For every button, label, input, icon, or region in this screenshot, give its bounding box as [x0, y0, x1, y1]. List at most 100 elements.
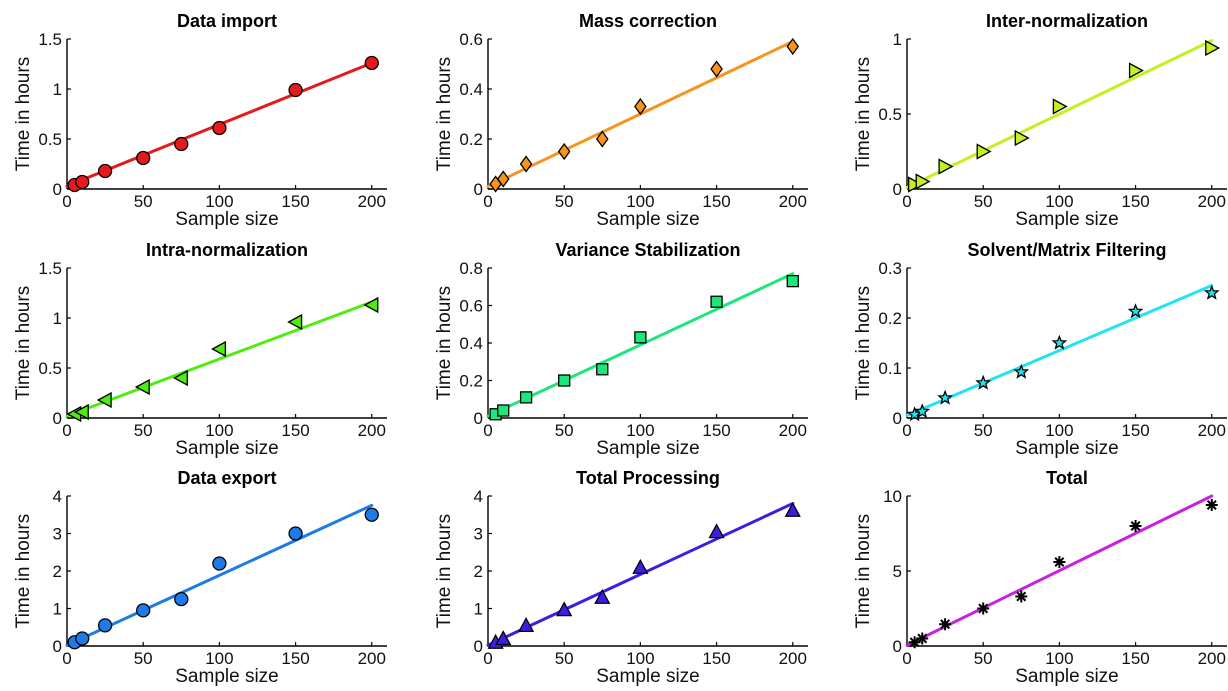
fit-line: [905, 284, 1214, 417]
x-tick-label: 0: [902, 421, 911, 440]
x-tick-label: 150: [702, 421, 730, 440]
x-tick-label: 200: [779, 649, 807, 668]
data-point: [519, 391, 533, 404]
data-point: [634, 97, 647, 116]
y-axis-label: Time in hours: [853, 286, 874, 400]
y-tick-label: 0: [893, 180, 902, 199]
data-point: [174, 136, 189, 152]
data-point: [915, 173, 931, 190]
data-point: [174, 591, 189, 607]
data-point: [708, 523, 725, 539]
fit-line: [65, 300, 374, 418]
chart-title: Intra-normalization: [146, 240, 308, 260]
x-axis-label: Sample size: [596, 438, 700, 459]
x-tick-label: 50: [974, 192, 993, 211]
data-point: [288, 526, 303, 541]
y-tick-label: 0: [893, 409, 902, 428]
data-point: [518, 617, 535, 633]
x-tick-label: 200: [1198, 649, 1226, 668]
subplot-2: Mass correction 0 50 100 150 200 0 0.2 0.4 0.6 Sam…: [434, 11, 808, 230]
x-axis-label: Sample size: [1015, 438, 1119, 459]
data-point: [1127, 303, 1144, 319]
x-axis-label: Sample size: [175, 666, 279, 687]
y-tick-label: 0: [474, 180, 483, 199]
x-tick-label: 100: [205, 192, 233, 211]
x-tick-label: 100: [205, 649, 233, 668]
y-tick-label: 1: [53, 80, 62, 99]
y-axis-label: Time in hours: [434, 514, 455, 628]
chart-title: Variance Stabilization: [555, 240, 740, 260]
subplot-6: Solvent/Matrix Filtering 0 50 100 150 200 0 0.1…: [853, 240, 1227, 459]
y-tick-label: 4: [474, 487, 483, 506]
data-point: [786, 274, 799, 288]
data-point: [975, 374, 992, 390]
x-tick-label: 50: [134, 649, 153, 668]
chart-title: Solvent/Matrix Filtering: [967, 240, 1166, 260]
y-tick-label: 0.6: [459, 297, 483, 316]
x-tick-label: 100: [626, 649, 654, 668]
chart-title: Total: [1046, 468, 1088, 488]
x-tick-label: 100: [205, 421, 233, 440]
data-point: [212, 120, 227, 136]
data-point: [595, 130, 609, 148]
x-tick-label: 0: [62, 421, 71, 440]
y-axis-label: Time in hours: [13, 286, 34, 400]
x-tick-label: 50: [134, 192, 153, 211]
x-tick-label: 0: [902, 649, 911, 668]
fit-line: [65, 503, 374, 647]
y-tick-label: 0.4: [459, 80, 483, 99]
y-tick-label: 0: [474, 637, 483, 656]
data-point: [977, 602, 990, 615]
x-axis-label: Sample size: [596, 666, 700, 687]
data-point: [364, 55, 379, 71]
data-point: [1053, 556, 1066, 568]
data-point: [496, 170, 510, 188]
y-axis-label: Time in hours: [434, 286, 455, 400]
data-point: [134, 378, 150, 396]
data-point: [495, 630, 512, 646]
data-point: [1128, 62, 1144, 79]
data-point: [1013, 363, 1030, 379]
x-tick-label: 0: [62, 649, 71, 668]
y-tick-label: 1: [53, 309, 62, 328]
data-point: [97, 618, 113, 633]
data-point: [97, 163, 113, 179]
y-tick-label: 1.5: [38, 30, 62, 49]
y-axis-label: Time in hours: [853, 57, 874, 171]
data-point: [287, 313, 303, 331]
y-axis-label: Time in hours: [853, 514, 874, 628]
x-tick-label: 0: [902, 192, 911, 211]
x-tick-label: 200: [779, 421, 807, 440]
data-point: [939, 618, 952, 631]
subplot-7: Data export 0 50 100 150 200 0 1 2 3 4 Sample size T…: [13, 468, 387, 687]
data-point: [784, 501, 801, 517]
data-point: [558, 374, 571, 387]
x-tick-label: 100: [626, 421, 654, 440]
y-tick-label: 0.5: [38, 130, 62, 149]
x-tick-label: 50: [974, 421, 993, 440]
data-point: [497, 404, 510, 417]
data-point: [1205, 39, 1221, 57]
x-axis-label: Sample size: [596, 209, 700, 230]
y-tick-label: 0: [474, 409, 483, 428]
y-tick-label: 0: [53, 637, 62, 656]
data-point: [288, 82, 303, 98]
y-axis-label: Time in hours: [13, 514, 34, 628]
x-tick-label: 200: [779, 192, 807, 211]
data-point: [937, 389, 953, 405]
y-tick-label: 0: [53, 409, 62, 428]
data-point: [211, 340, 227, 358]
data-point: [634, 331, 647, 344]
x-tick-label: 200: [1198, 192, 1226, 211]
subplot-9: Total 0 50 100 150 200 0 5 10 Sample size Time in …: [853, 468, 1227, 687]
x-tick-label: 0: [62, 192, 71, 211]
y-tick-label: 0.5: [38, 359, 62, 378]
data-point: [976, 143, 992, 160]
y-tick-label: 0.4: [459, 334, 483, 353]
chart-title: Data import: [177, 11, 277, 31]
x-tick-label: 0: [483, 649, 492, 668]
data-point: [596, 363, 609, 376]
data-point: [1129, 520, 1142, 532]
y-tick-label: 2: [474, 562, 483, 581]
